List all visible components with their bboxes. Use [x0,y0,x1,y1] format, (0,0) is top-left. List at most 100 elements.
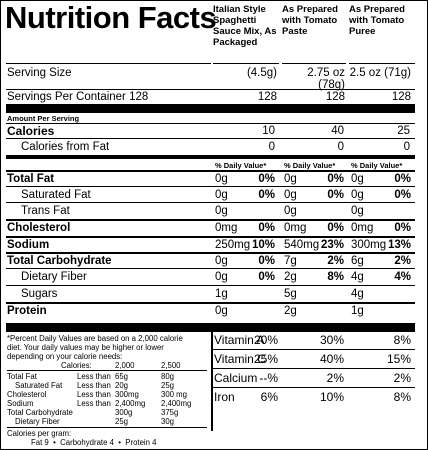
nutrient-amount: 0g [351,189,364,201]
vitamin-col1: --% [259,371,278,385]
nutrient-daily-value: 23% [320,239,344,251]
footnote-row-2000: 300g [115,408,133,417]
nutrient-daily-value: 0% [327,189,344,201]
footnote-row-compare: Less than [77,372,111,381]
calories-per-gram-label: Calories per gram: [7,429,72,438]
divider [6,170,415,172]
thick-divider [6,323,415,332]
footnote-row-2000: 300mg [115,390,139,399]
nutrient-label: Sodium [7,239,50,251]
footnote-row-2500: 30g [161,417,175,426]
divider [6,89,415,90]
footnote-row-2500: 300 mg [161,390,188,399]
calories-fat-col3: 0 [403,141,410,153]
nutrient-amount: 0g [215,189,228,201]
nutrient-amount: 7g [284,255,297,267]
divider [213,63,279,64]
footnote-row-2000: 2,400mg [115,399,146,408]
nutrient-amount: 2g [284,305,297,317]
vitamin-col3: 2% [393,371,411,385]
nutrient-daily-value: 8% [327,271,344,283]
nutrient-daily-value: 0% [394,189,411,201]
servings-per-container-label: Servings Per Container 128 [7,91,149,103]
nutrient-amount: 4g [351,288,364,300]
nutrient-daily-value: 0% [258,173,275,185]
divider [6,186,415,187]
nutrient-label: Dietary Fiber [21,271,87,283]
vitamin-col3: 8% [393,390,411,404]
vitamin-name: Calcium [214,371,258,385]
calories-col2: 40 [331,125,344,137]
nutrient-daily-value: 2% [327,255,344,267]
nutrient-daily-value: 0% [394,173,411,185]
divider [6,202,415,203]
calories-col3: 25 [397,125,410,137]
nutrient-daily-value: 13% [387,239,411,251]
vitamin-col2: 40% [319,352,344,366]
serving-size-col2b: (78g) [318,79,345,91]
nutrient-daily-value: 0% [258,255,275,267]
footnote-row-name: Saturated Fat [15,381,63,390]
divider [6,268,415,269]
label-title: Nutrition Facts [5,0,217,35]
amount-per-serving: Amount Per Serving [7,114,80,123]
nutrient-amount: 5g [284,288,297,300]
nutrient-amount: 0g [351,205,364,217]
footnote-row-2500: 2,400mg [161,399,192,408]
serving-size-label: Serving Size [7,67,72,79]
footnote-row-name: Dietary Fiber [15,417,60,426]
divider [282,63,346,64]
column-header-3: As Prepared with Tomato Puree [349,4,405,37]
daily-value-header-col2: % Daily Value* [284,161,336,170]
nutrient-amount: 4g [351,271,364,283]
vitamin-name: Vitamin A [214,333,265,347]
footnote-row-2000: 20g [115,381,129,390]
divider [6,138,415,139]
nutrient-label: Sugars [21,288,58,300]
footnote-divider [7,427,207,428]
footnote-row-2000: 25g [115,417,129,426]
nutrient-daily-value: 0% [258,222,275,234]
vitamin-col2: 2% [326,371,344,385]
vitamin-name: Vitamin C [214,352,266,366]
footnote-row-2500: 80g [161,372,175,381]
calories-from-fat-label: Calories from Fat [21,141,110,153]
footnote-intro-1: *Percent Daily Values are based on a 2,0… [7,334,183,343]
nutrient-amount: 1g [215,288,228,300]
divider [349,63,415,64]
column-header-1: Italian Style Spaghetti Sauce Mix, As Pa… [213,4,277,48]
vitamin-col2: 10% [319,390,344,404]
footnote-row-name: Total Fat [7,372,37,381]
nutrient-daily-value: 4% [394,271,411,283]
medium-divider [6,155,415,159]
nutrient-amount: 2g [284,271,297,283]
vitamin-col1: 20% [253,333,278,347]
nutrient-amount: 300mg [351,239,387,251]
footnote-row-name: Sodium [7,399,34,408]
divider [6,236,415,238]
nutrient-amount: 0g [215,255,228,267]
vitamin-col3: 8% [393,333,411,347]
serving-size-col3: 2.5 oz (71g) [349,67,411,79]
nutrient-amount: 0g [215,205,228,217]
footnote-row-2500: 25g [161,381,175,390]
divider [6,302,415,304]
nutrient-amount: 0g [215,173,228,185]
nutrient-label: Saturated Fat [21,189,91,201]
serving-size-col2a: 2.75 oz [307,67,345,79]
divider [6,252,415,254]
vitamin-col1: 25% [253,352,278,366]
nutrient-label: Trans Fat [21,205,70,217]
divider [6,285,415,286]
nutrient-amount: 0g [351,173,364,185]
nutrient-amount: 0g [284,173,297,185]
nutrient-daily-value: 0% [327,173,344,185]
footnote-row-2000: 65g [115,372,129,381]
daily-value-header-col1: % Daily Value* [215,161,267,170]
footnote-row-name: Cholesterol [7,390,47,399]
vitamin-col1: 6% [260,390,278,404]
nutrient-label: Protein [7,305,47,317]
nutrient-amount: 540mg [284,239,320,251]
nutrient-label: Total Carbohydrate [7,255,112,267]
